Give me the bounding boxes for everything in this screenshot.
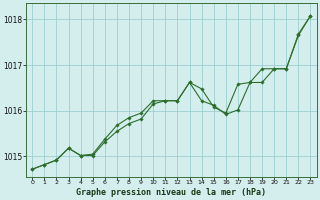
X-axis label: Graphe pression niveau de la mer (hPa): Graphe pression niveau de la mer (hPa): [76, 188, 266, 197]
